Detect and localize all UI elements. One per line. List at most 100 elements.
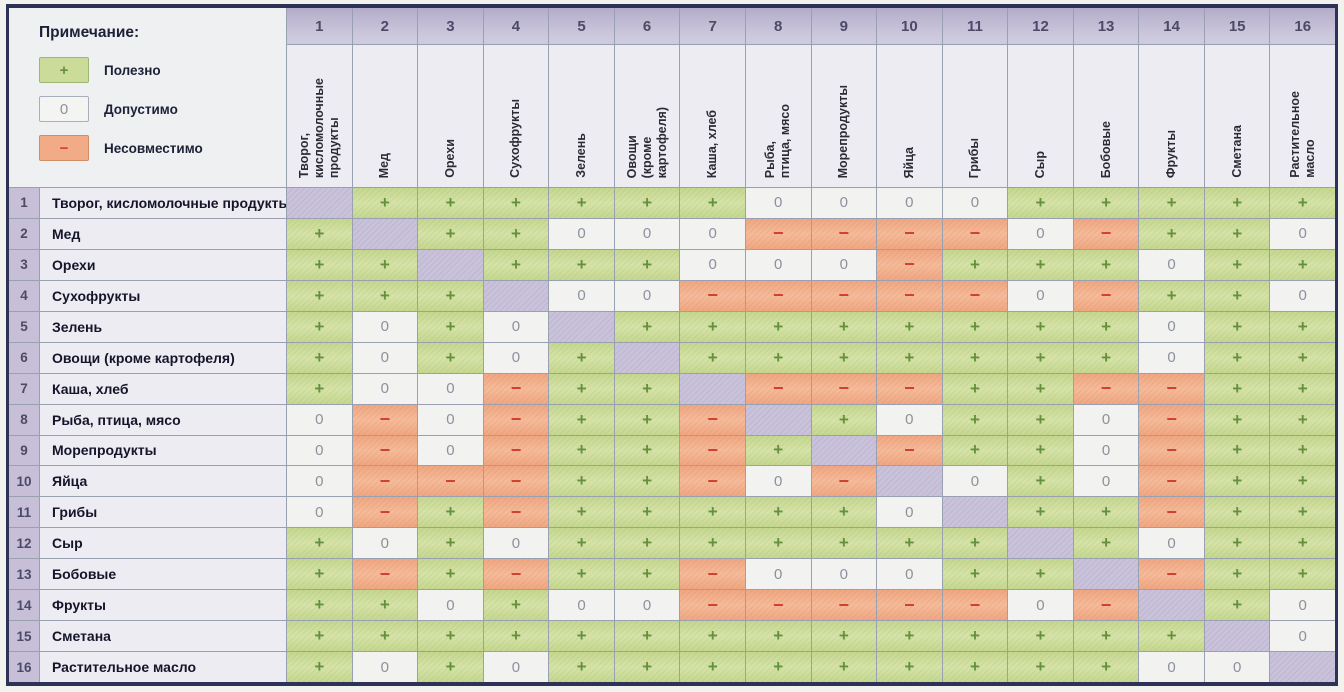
matrix-cell: + (1073, 621, 1139, 652)
matrix-cell: + (549, 652, 614, 682)
matrix-cell: + (680, 497, 745, 528)
matrix-cell: 0 (877, 404, 942, 435)
column-header-text: Рыба, птица, мясо (763, 103, 793, 178)
column-number-cell: 2 (352, 8, 418, 44)
column-header-cell: Творог, кисломолочные продукты (287, 45, 352, 187)
matrix-cell: + (614, 559, 680, 590)
matrix-cell: + (287, 559, 352, 590)
matrix-cell: + (549, 188, 614, 218)
column-number-cell: 8 (745, 8, 811, 44)
matrix-cell: − (1139, 404, 1204, 435)
matrix-cell: + (1008, 652, 1073, 682)
matrix-cell: + (483, 188, 549, 218)
matrix-cell: 0 (549, 218, 614, 249)
column-header-text: Овощи (кроме картофеля) (624, 106, 669, 178)
matrix-cell (1073, 559, 1139, 590)
matrix-cell: 0 (352, 311, 418, 342)
column-number-cell: 15 (1204, 8, 1270, 44)
matrix-cell: + (1008, 311, 1073, 342)
column-header-text: Грибы (967, 137, 982, 178)
matrix-cell: 0 (680, 218, 745, 249)
matrix-cell (1270, 652, 1335, 682)
matrix-cell: − (483, 435, 549, 466)
column-header-cell: Грибы (942, 45, 1008, 187)
compatibility-grid: Примечание: + Полезно 0 Допустимо − Несовмест… (6, 4, 1338, 686)
matrix-cell (549, 311, 614, 342)
matrix-cell: + (942, 404, 1008, 435)
matrix-cell: 0 (1008, 280, 1073, 311)
matrix-cell: + (680, 621, 745, 652)
matrix-cell: + (1204, 559, 1270, 590)
column-header-text: Зелень (574, 133, 589, 178)
row-number-cell: 14 (9, 590, 39, 621)
matrix-cell: + (614, 466, 680, 497)
matrix-cell: 0 (745, 466, 811, 497)
matrix-cell: 0 (287, 466, 352, 497)
matrix-cell: + (352, 590, 418, 621)
matrix-cell: + (352, 249, 418, 280)
matrix-cell: + (745, 311, 811, 342)
row-number-cell: 5 (9, 311, 39, 342)
row-label-cell: Зелень (40, 311, 286, 342)
matrix-cell: 0 (811, 249, 877, 280)
column-header-cell: Овощи (кроме картофеля) (614, 45, 680, 187)
matrix-cell: + (942, 249, 1008, 280)
row-label-cell: Морепродукты (40, 435, 286, 466)
matrix-cell: + (549, 497, 614, 528)
matrix-cell: 0 (287, 435, 352, 466)
matrix-cell: − (680, 466, 745, 497)
matrix-cell: 0 (1139, 311, 1204, 342)
matrix-cell: + (549, 404, 614, 435)
matrix-cell: + (1270, 528, 1335, 559)
matrix-cell: − (1139, 373, 1204, 404)
column-header-cell: Сметана (1204, 45, 1270, 187)
matrix-cell: − (811, 590, 877, 621)
matrix-cell: 0 (1139, 342, 1204, 373)
matrix-cell: + (1204, 280, 1270, 311)
matrix-cell: + (1270, 188, 1335, 218)
matrix-cell: 0 (483, 528, 549, 559)
row-number-cell: 9 (9, 435, 39, 466)
legend-swatch-good: + (39, 57, 89, 83)
column-header-cell: Яйца (877, 45, 942, 187)
row-label-cell: Овощи (кроме картофеля) (40, 342, 286, 373)
row-number-cell: 2 (9, 218, 39, 249)
matrix-cell: 0 (549, 280, 614, 311)
matrix-cell: − (352, 435, 418, 466)
matrix-cell: − (1073, 373, 1139, 404)
matrix-cell: + (1008, 435, 1073, 466)
column-header-cell: Сыр (1008, 45, 1073, 187)
matrix-cell: − (483, 559, 549, 590)
column-number-cell: 11 (942, 8, 1008, 44)
matrix-cell: + (287, 218, 352, 249)
matrix-cell: + (811, 652, 877, 682)
matrix-cell: + (680, 342, 745, 373)
matrix-cell: 0 (418, 404, 483, 435)
matrix-cell: + (877, 311, 942, 342)
row-label-cell: Мед (40, 218, 286, 249)
matrix-cell: + (1073, 652, 1139, 682)
row-label-cell: Растительное масло (40, 652, 286, 682)
row-number-cell: 15 (9, 621, 39, 652)
matrix-cell: + (1073, 497, 1139, 528)
matrix-cell: + (811, 528, 877, 559)
matrix-cell: − (877, 218, 942, 249)
column-number-cell: 10 (877, 8, 942, 44)
column-header-text: Мед (377, 152, 392, 178)
matrix-cell: + (614, 373, 680, 404)
matrix-cell: + (1270, 559, 1335, 590)
matrix-cell: + (614, 652, 680, 682)
matrix-cell: + (287, 342, 352, 373)
matrix-cell: − (483, 497, 549, 528)
matrix-cell: 0 (483, 342, 549, 373)
column-header-text: Морепродукты (836, 84, 851, 178)
matrix-cell: + (1270, 404, 1335, 435)
matrix-cell: + (877, 621, 942, 652)
matrix-cell: − (483, 404, 549, 435)
column-header-cell: Фрукты (1139, 45, 1204, 187)
matrix-cell: + (1073, 249, 1139, 280)
matrix-cell: + (614, 435, 680, 466)
matrix-cell: − (745, 280, 811, 311)
matrix-cell: 0 (877, 559, 942, 590)
